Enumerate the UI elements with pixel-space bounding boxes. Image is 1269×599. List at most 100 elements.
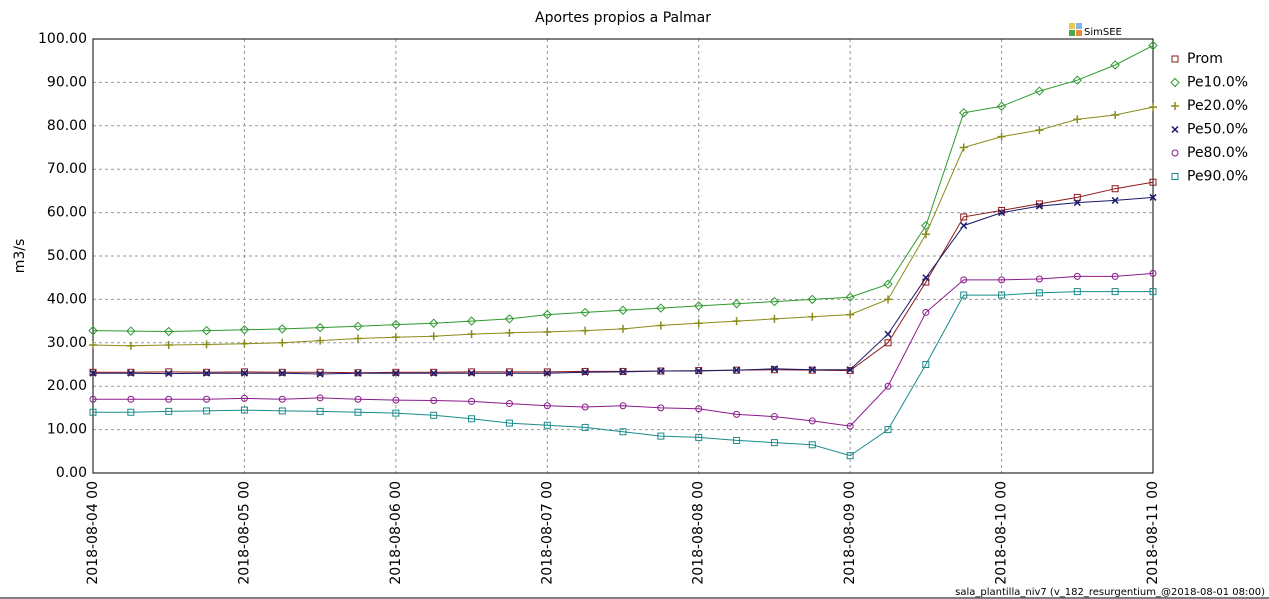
marker <box>468 415 476 423</box>
marker <box>656 321 665 330</box>
marker <box>542 309 552 320</box>
marker <box>694 301 704 311</box>
marker <box>694 319 703 328</box>
y-tick-label: 90.00 <box>47 74 87 90</box>
marker <box>807 294 817 305</box>
marker <box>581 403 589 411</box>
marker <box>732 317 741 326</box>
marker <box>430 369 438 377</box>
marker <box>695 367 703 375</box>
marker <box>278 369 286 377</box>
marker <box>201 325 212 336</box>
marker <box>240 406 248 414</box>
marker <box>391 333 400 342</box>
marker <box>922 274 930 282</box>
marker <box>1035 275 1043 283</box>
marker <box>960 222 968 230</box>
marker <box>203 369 211 377</box>
marker <box>392 396 400 404</box>
marker <box>1073 193 1081 201</box>
marker <box>581 368 589 376</box>
y-tick-label: 80.00 <box>47 118 87 134</box>
marker <box>277 324 287 334</box>
footer: sala_plantilla_niv7 (v_182_resurgentium_… <box>955 587 1265 598</box>
marker <box>1111 185 1119 193</box>
marker <box>1148 40 1158 51</box>
marker <box>884 295 892 304</box>
marker <box>316 368 324 376</box>
marker <box>354 408 362 416</box>
y-tick-label: 30.00 <box>47 335 87 351</box>
marker <box>164 326 174 337</box>
marker <box>505 400 513 408</box>
x-tick-label: 2018-08-05 00 <box>236 481 252 585</box>
marker <box>316 394 324 402</box>
marker <box>505 368 513 376</box>
marker <box>1149 288 1157 296</box>
marker <box>1034 86 1045 96</box>
marker <box>316 407 324 415</box>
legend-marker <box>1171 173 1179 180</box>
marker <box>657 432 665 440</box>
marker <box>1111 288 1119 296</box>
marker <box>884 426 892 434</box>
series: Pe80.0% <box>89 145 1248 430</box>
marker <box>354 395 362 403</box>
marker <box>354 334 362 343</box>
marker <box>618 305 628 315</box>
marker <box>808 312 817 321</box>
logo-square <box>1076 30 1082 36</box>
marker <box>1035 289 1043 297</box>
marker <box>468 368 476 376</box>
marker <box>203 395 211 403</box>
y-tick-label: 70.00 <box>47 161 87 177</box>
marker <box>430 397 438 405</box>
marker <box>884 382 892 390</box>
marker <box>468 369 476 377</box>
marker <box>770 366 778 374</box>
y-tick-label: 50.00 <box>47 248 87 264</box>
series: Pe10.0% <box>88 40 1248 337</box>
marker <box>240 368 248 376</box>
marker <box>959 108 969 118</box>
marker <box>846 367 854 375</box>
y-tick-label: 10.00 <box>47 422 87 438</box>
marker <box>960 276 968 284</box>
marker <box>391 319 401 330</box>
marker <box>808 417 816 425</box>
x-tick-label: 2018-08-06 00 <box>388 481 404 585</box>
marker <box>581 367 589 375</box>
marker <box>89 340 97 349</box>
y-tick-label: 20.00 <box>47 378 87 394</box>
marker <box>392 369 400 377</box>
marker <box>89 395 97 403</box>
marker <box>846 422 854 430</box>
marker <box>89 408 97 416</box>
marker <box>996 101 1007 111</box>
marker <box>1111 196 1119 204</box>
marker <box>429 332 438 341</box>
legend-marker <box>1170 77 1180 88</box>
marker <box>1073 199 1081 207</box>
marker <box>657 404 665 412</box>
marker <box>127 368 135 376</box>
logo-square <box>1069 30 1075 36</box>
marker <box>203 407 211 415</box>
marker <box>808 441 816 449</box>
marker <box>466 316 477 326</box>
y-axis-label: m3/s <box>12 239 28 274</box>
x-tick-label: 2018-08-08 00 <box>691 481 707 585</box>
marker <box>165 395 173 403</box>
series-line <box>92 45 1154 333</box>
marker <box>126 341 135 350</box>
marker <box>657 367 665 375</box>
marker <box>316 370 324 378</box>
marker <box>392 368 400 376</box>
legend-label: Pe10.0% <box>1187 75 1248 91</box>
marker <box>126 326 136 336</box>
marker <box>1035 126 1044 135</box>
y-tick-label: 0.00 <box>56 465 87 481</box>
marker <box>468 397 476 405</box>
marker <box>998 291 1006 299</box>
